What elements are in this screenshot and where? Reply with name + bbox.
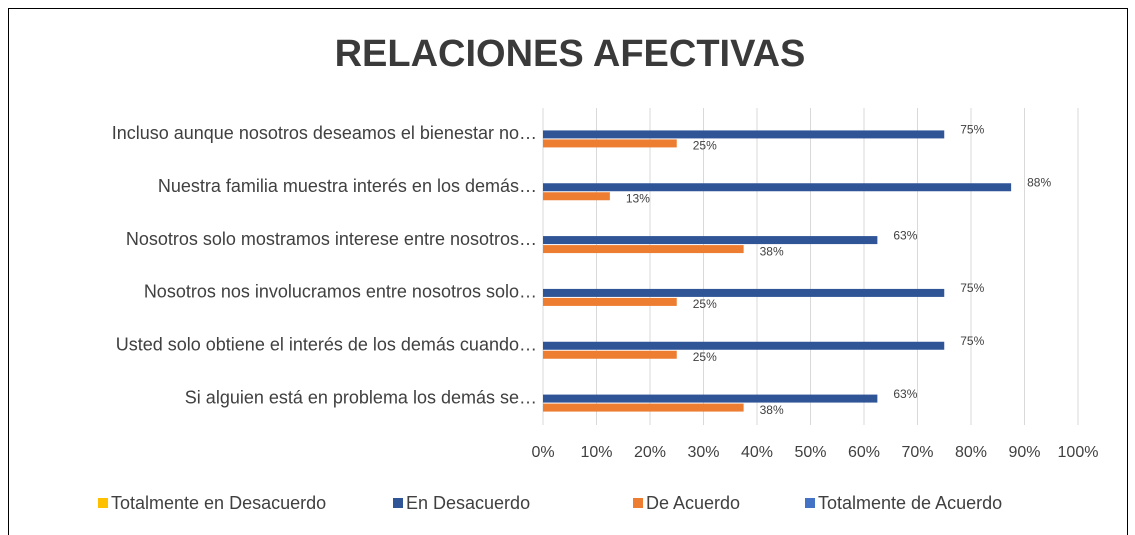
y-tick-label: Nosotros nos involucramos entre nosotros… (144, 282, 537, 302)
x-tick-label: 30% (687, 444, 719, 461)
legend-label: Totalmente de Acuerdo (818, 493, 1002, 513)
x-tick-label: 40% (741, 444, 773, 461)
x-tick-label: 90% (1008, 444, 1040, 461)
legend-swatch (393, 498, 403, 508)
chart-frame (8, 8, 1128, 535)
x-tick-label: 60% (848, 444, 880, 461)
x-tick-label: 50% (794, 444, 826, 461)
y-tick-label: Incluso aunque nosotros deseamos el bien… (112, 123, 537, 143)
data-label: 88% (1027, 175, 1051, 189)
data-label: 75% (960, 123, 984, 137)
x-tick-label: 20% (634, 444, 666, 461)
bar (543, 245, 744, 254)
data-label: 25% (693, 297, 717, 311)
bar (543, 139, 677, 148)
data-label: 13% (626, 191, 650, 205)
data-label: 75% (960, 281, 984, 295)
bar (543, 288, 945, 297)
x-tick-label: 80% (955, 444, 987, 461)
bar (543, 297, 677, 306)
bar (543, 183, 1012, 192)
data-label: 63% (893, 228, 917, 242)
x-tick-label: 100% (1058, 444, 1099, 461)
x-tick-label: 10% (580, 444, 612, 461)
x-tick-label: 0% (531, 444, 554, 461)
data-label: 63% (893, 387, 917, 401)
legend-label: De Acuerdo (646, 493, 740, 513)
y-tick-label: Si alguien está en problema los demás se… (185, 387, 537, 407)
bar (543, 403, 744, 412)
data-label: 25% (693, 139, 717, 153)
bar (543, 394, 878, 403)
data-label: 25% (693, 350, 717, 364)
legend-swatch (98, 498, 108, 508)
legend-label: En Desacuerdo (406, 493, 530, 513)
legend-swatch (633, 498, 643, 508)
bar (543, 350, 677, 359)
legend-swatch (805, 498, 815, 508)
bar (543, 130, 945, 139)
chart-title: RELACIONES AFECTIVAS (335, 33, 806, 75)
data-label: 38% (760, 244, 784, 258)
bar (543, 192, 610, 201)
y-tick-label: Nosotros solo mostramos interese entre n… (126, 229, 537, 249)
bar (543, 341, 945, 350)
y-tick-label: Nuestra familia muestra interés en los d… (158, 176, 537, 196)
bar (543, 236, 878, 245)
data-label: 38% (760, 403, 784, 417)
legend-label: Totalmente en Desacuerdo (111, 493, 326, 513)
y-tick-label: Usted solo obtiene el interés de los dem… (116, 335, 537, 355)
data-label: 75% (960, 334, 984, 348)
x-tick-label: 70% (901, 444, 933, 461)
